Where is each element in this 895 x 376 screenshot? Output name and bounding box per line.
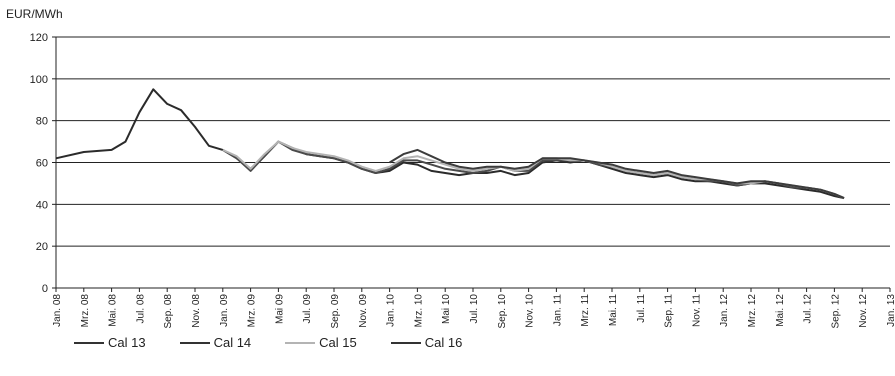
legend: Cal 13 Cal 14 Cal 15 Cal 16 bbox=[74, 335, 462, 350]
x-tick-label: Mai. 08 bbox=[108, 294, 119, 327]
x-tick-label: Sep. 10 bbox=[497, 294, 508, 329]
x-tick-label: Mrz. 08 bbox=[80, 294, 91, 328]
legend-swatch-cal-14 bbox=[179, 341, 210, 344]
x-tick-label: Jan. 13 bbox=[886, 294, 895, 327]
x-tick-label: Mai 10 bbox=[441, 294, 452, 324]
y-axis-unit-label: EUR/MWh bbox=[6, 7, 63, 21]
y-tick-labels: 0 20 40 60 80 100 120 bbox=[30, 32, 48, 295]
legend-swatch-cal-15 bbox=[285, 341, 316, 344]
y-tick-label-20: 20 bbox=[36, 241, 48, 253]
x-tick-label: Mrz. 10 bbox=[413, 294, 424, 328]
x-tick-label: Nov. 08 bbox=[191, 294, 202, 328]
legend-swatch-cal-13 bbox=[74, 341, 104, 344]
x-tick-label: Jul. 11 bbox=[636, 294, 647, 323]
x-tick-label: Jan. 09 bbox=[219, 294, 230, 327]
x-tick-label: Jul. 09 bbox=[302, 294, 313, 324]
series-lines bbox=[55, 88, 845, 200]
x-tick-label: Jul. 08 bbox=[135, 294, 146, 324]
x-tick-label: Sep. 09 bbox=[330, 294, 341, 329]
x-tick-label: Sep. 08 bbox=[163, 294, 174, 329]
x-tick-label: Jul. 10 bbox=[469, 294, 480, 324]
legend-label-cal-14: Cal 14 bbox=[213, 335, 252, 350]
legend-swatch-cal-16 bbox=[390, 341, 421, 344]
legend-item-cal-16: Cal 16 bbox=[390, 335, 463, 350]
legend-label-cal-13: Cal 13 bbox=[108, 335, 146, 350]
x-tick-label: Sep. 11 bbox=[664, 294, 675, 328]
x-tick-label: Sep. 12 bbox=[830, 294, 841, 329]
x-tick-label: Mrz. 09 bbox=[247, 294, 258, 328]
y-tick-label-0: 0 bbox=[42, 283, 48, 295]
x-tick-label: Jul. 12 bbox=[803, 294, 814, 324]
gridlines bbox=[52, 36, 890, 289]
y-tick-label-100: 100 bbox=[30, 74, 48, 86]
x-tick-label: Mrz. 11 bbox=[580, 294, 591, 327]
y-tick-label-120: 120 bbox=[30, 32, 48, 44]
x-tick-label: Mai. 12 bbox=[775, 294, 786, 327]
x-tick-label: Mrz. 12 bbox=[747, 294, 758, 328]
x-tick-label: Nov. 09 bbox=[358, 294, 369, 328]
legend-label-cal-16: Cal 16 bbox=[424, 335, 463, 350]
x-tick-label: Jan. 12 bbox=[719, 294, 730, 327]
x-tick-labels: Jan. 08 Mrz. 08 Mai. 08 Jul. 08 Sep. 08 Nov. … bbox=[52, 288, 895, 328]
legend-item-cal-14: Cal 14 bbox=[179, 335, 252, 350]
series-line-cal-14 bbox=[222, 140, 845, 200]
x-tick-label: Nov. 12 bbox=[858, 294, 869, 328]
y-tick-label-80: 80 bbox=[36, 116, 48, 128]
x-tick-label: Jan. 08 bbox=[52, 294, 63, 327]
series-line-cal-16 bbox=[389, 148, 845, 200]
x-tick-label: Nov. 11 bbox=[691, 294, 702, 327]
legend-item-cal-13: Cal 13 bbox=[74, 335, 146, 350]
x-tick-label: Mai 09 bbox=[274, 294, 285, 324]
y-tick-label-40: 40 bbox=[36, 199, 48, 211]
x-tick-label: Jan. 10 bbox=[386, 294, 397, 327]
x-tick-label: Mai. 11 bbox=[608, 294, 619, 326]
legend-label-cal-15: Cal 15 bbox=[319, 335, 357, 350]
x-tick-label: Jan. 11 bbox=[552, 294, 563, 326]
series-line-cal-13 bbox=[55, 88, 845, 200]
x-tick-label: Nov. 10 bbox=[525, 294, 536, 328]
legend-item-cal-15: Cal 15 bbox=[285, 335, 357, 350]
y-tick-label-60: 60 bbox=[36, 158, 48, 170]
